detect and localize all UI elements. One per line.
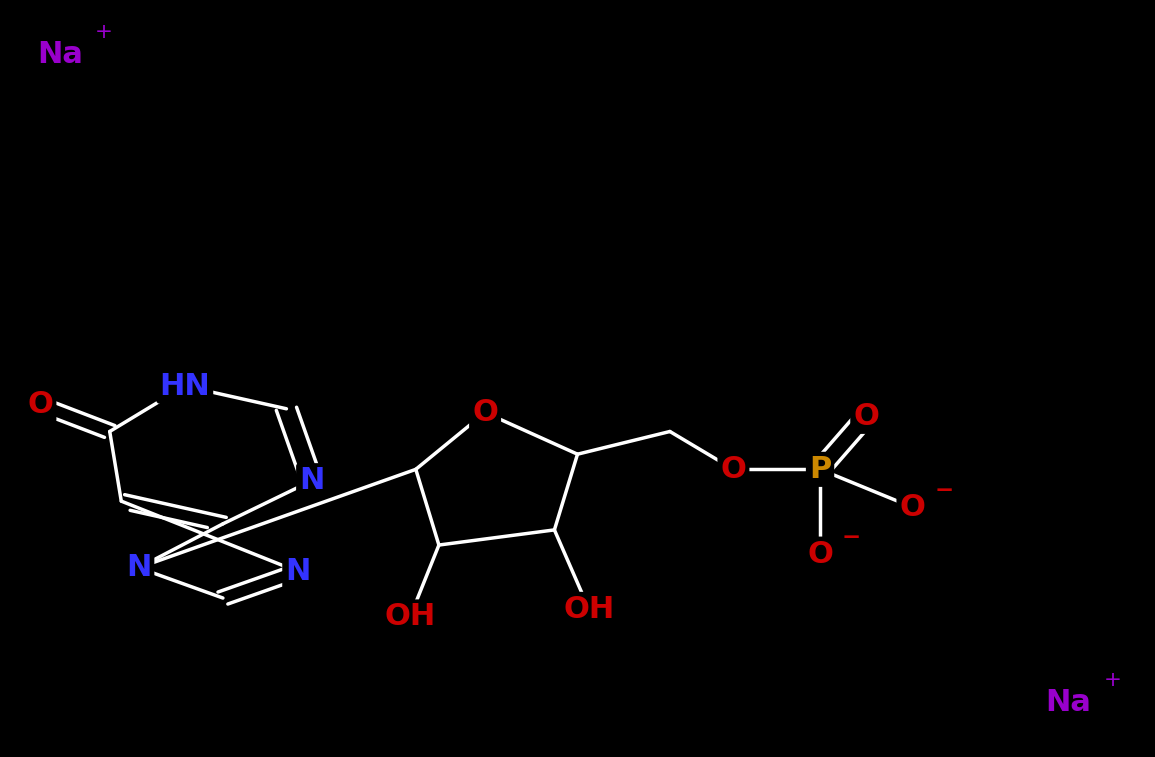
Text: P: P bbox=[808, 455, 832, 484]
Text: O: O bbox=[721, 455, 746, 484]
Text: −: − bbox=[842, 526, 860, 549]
Text: +: + bbox=[95, 22, 113, 42]
Text: HN: HN bbox=[159, 372, 210, 400]
Text: Na: Na bbox=[37, 40, 83, 69]
Text: N: N bbox=[299, 466, 325, 495]
Text: OH: OH bbox=[564, 595, 614, 624]
Text: N: N bbox=[285, 557, 311, 586]
Text: OH: OH bbox=[385, 603, 435, 631]
Text: O: O bbox=[807, 540, 833, 569]
Text: Na: Na bbox=[1045, 688, 1091, 717]
Text: O: O bbox=[28, 391, 53, 419]
Text: O: O bbox=[472, 398, 498, 427]
Text: O: O bbox=[900, 493, 925, 522]
Text: +: + bbox=[1103, 670, 1122, 690]
Text: O: O bbox=[854, 402, 879, 431]
Text: −: − bbox=[934, 479, 953, 502]
Text: N: N bbox=[126, 553, 151, 582]
